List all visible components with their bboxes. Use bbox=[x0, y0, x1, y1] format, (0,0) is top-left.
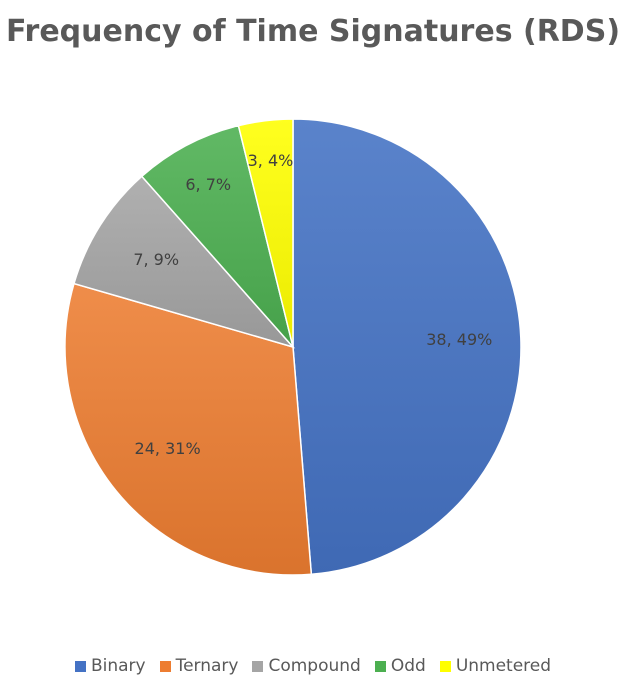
data-label-ternary: 24, 31% bbox=[135, 439, 201, 458]
legend: Binary Ternary Compound Odd Unmetered bbox=[0, 656, 626, 676]
pie-slice-binary bbox=[292, 118, 522, 576]
legend-swatch-unmetered bbox=[439, 660, 451, 672]
legend-label-unmetered: Unmetered bbox=[455, 656, 552, 676]
legend-item-odd: Odd bbox=[374, 656, 426, 676]
legend-label-binary: Binary bbox=[90, 656, 146, 676]
legend-swatch-ternary bbox=[159, 660, 171, 672]
legend-item-unmetered: Unmetered bbox=[439, 656, 552, 676]
pie-data-labels: 38, 49% 24, 31% 7, 9% 6, 7% 3, 4% bbox=[133, 151, 492, 458]
data-label-compound: 7, 9% bbox=[133, 250, 179, 269]
data-label-binary: 38, 49% bbox=[426, 330, 492, 349]
pie-slice-unmetered bbox=[237, 118, 294, 348]
legend-item-compound: Compound bbox=[252, 656, 361, 676]
legend-label-odd: Odd bbox=[390, 656, 426, 676]
pie-chart: 38, 49% 24, 31% 7, 9% 6, 7% 3, 4% bbox=[64, 118, 522, 576]
legend-swatch-binary bbox=[74, 660, 86, 672]
legend-item-binary: Binary bbox=[74, 656, 146, 676]
legend-label-ternary: Ternary bbox=[175, 656, 239, 676]
pie-slice-odd bbox=[140, 124, 294, 348]
pie-slice-compound bbox=[73, 175, 296, 349]
chart-title: Frequency of Time Signatures (RDS) bbox=[5, 14, 621, 49]
pie-slices bbox=[64, 118, 522, 576]
legend-label-compound: Compound bbox=[268, 656, 361, 676]
data-label-unmetered: 3, 4% bbox=[248, 151, 294, 170]
legend-item-ternary: Ternary bbox=[159, 656, 239, 676]
legend-swatch-odd bbox=[374, 660, 386, 672]
legend-swatch-compound bbox=[252, 660, 264, 672]
pie-slice-ternary bbox=[64, 282, 313, 576]
data-label-odd: 6, 7% bbox=[185, 175, 231, 194]
